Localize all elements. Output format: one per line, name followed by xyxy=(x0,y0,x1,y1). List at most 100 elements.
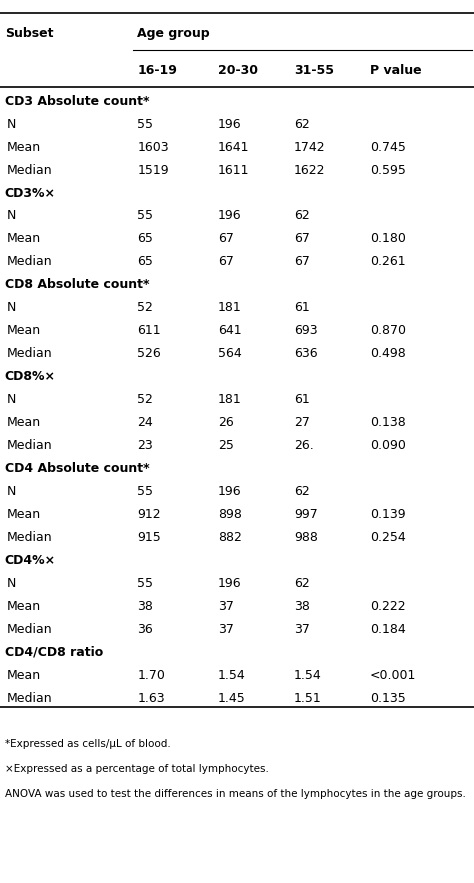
Text: 61: 61 xyxy=(294,301,310,314)
Text: CD3 Absolute count*: CD3 Absolute count* xyxy=(5,94,149,108)
Text: 62: 62 xyxy=(294,577,310,590)
Text: 0.261: 0.261 xyxy=(370,255,405,268)
Text: Mean: Mean xyxy=(7,324,41,337)
Text: 55: 55 xyxy=(137,209,154,223)
Text: 16-19: 16-19 xyxy=(137,64,177,77)
Text: 0.135: 0.135 xyxy=(370,691,405,705)
Text: 38: 38 xyxy=(137,600,153,613)
Text: 52: 52 xyxy=(137,393,153,406)
Text: 26: 26 xyxy=(218,416,234,429)
Text: Age group: Age group xyxy=(137,27,210,40)
Text: 196: 196 xyxy=(218,485,242,498)
Text: 693: 693 xyxy=(294,324,318,337)
Text: 636: 636 xyxy=(294,347,318,360)
Text: 1.51: 1.51 xyxy=(294,691,322,705)
Text: 0.222: 0.222 xyxy=(370,600,405,613)
Text: Median: Median xyxy=(7,531,53,544)
Text: Median: Median xyxy=(7,623,53,636)
Text: 997: 997 xyxy=(294,508,318,521)
Text: CD4 Absolute count*: CD4 Absolute count* xyxy=(5,462,149,475)
Text: CD8 Absolute count*: CD8 Absolute count* xyxy=(5,278,149,291)
Text: 55: 55 xyxy=(137,485,154,498)
Text: 1.63: 1.63 xyxy=(137,691,165,705)
Text: 1.70: 1.70 xyxy=(137,668,165,682)
Text: 898: 898 xyxy=(218,508,242,521)
Text: 564: 564 xyxy=(218,347,242,360)
Text: Mean: Mean xyxy=(7,668,41,682)
Text: 24: 24 xyxy=(137,416,153,429)
Text: 37: 37 xyxy=(294,623,310,636)
Text: 67: 67 xyxy=(218,255,234,268)
Text: 181: 181 xyxy=(218,393,242,406)
Text: CD3%×: CD3%× xyxy=(5,186,56,200)
Text: *Expressed as cells/μL of blood.: *Expressed as cells/μL of blood. xyxy=(5,739,171,749)
Text: 196: 196 xyxy=(218,577,242,590)
Text: CD4%×: CD4%× xyxy=(5,554,56,567)
Text: 25: 25 xyxy=(218,439,234,452)
Text: 38: 38 xyxy=(294,600,310,613)
Text: 1519: 1519 xyxy=(137,163,169,177)
Text: P value: P value xyxy=(370,64,421,77)
Text: 62: 62 xyxy=(294,485,310,498)
Text: Median: Median xyxy=(7,163,53,177)
Text: 912: 912 xyxy=(137,508,161,521)
Text: 67: 67 xyxy=(294,255,310,268)
Text: <0.001: <0.001 xyxy=(370,668,416,682)
Text: ANOVA was used to test the differences in means of the lymphocytes in the age gr: ANOVA was used to test the differences i… xyxy=(5,789,465,798)
Text: 27: 27 xyxy=(294,416,310,429)
Text: 0.139: 0.139 xyxy=(370,508,405,521)
Text: ×Expressed as a percentage of total lymphocytes.: ×Expressed as a percentage of total lymp… xyxy=(5,764,269,774)
Text: CD4/CD8 ratio: CD4/CD8 ratio xyxy=(5,645,103,659)
Text: Median: Median xyxy=(7,255,53,268)
Text: 526: 526 xyxy=(137,347,161,360)
Text: 55: 55 xyxy=(137,117,154,131)
Text: Mean: Mean xyxy=(7,600,41,613)
Text: N: N xyxy=(7,577,17,590)
Text: Subset: Subset xyxy=(5,27,53,40)
Text: 0.595: 0.595 xyxy=(370,163,406,177)
Text: N: N xyxy=(7,117,17,131)
Text: 0.498: 0.498 xyxy=(370,347,405,360)
Text: 0.180: 0.180 xyxy=(370,232,406,245)
Text: N: N xyxy=(7,301,17,314)
Text: 0.184: 0.184 xyxy=(370,623,405,636)
Text: 1.45: 1.45 xyxy=(218,691,246,705)
Text: 26.: 26. xyxy=(294,439,314,452)
Text: Median: Median xyxy=(7,439,53,452)
Text: 52: 52 xyxy=(137,301,153,314)
Text: 67: 67 xyxy=(294,232,310,245)
Text: Mean: Mean xyxy=(7,140,41,154)
Text: 196: 196 xyxy=(218,117,242,131)
Text: 0.745: 0.745 xyxy=(370,140,406,154)
Text: 65: 65 xyxy=(137,255,153,268)
Text: 196: 196 xyxy=(218,209,242,223)
Text: 915: 915 xyxy=(137,531,161,544)
Text: 641: 641 xyxy=(218,324,242,337)
Text: 1641: 1641 xyxy=(218,140,249,154)
Text: 31-55: 31-55 xyxy=(294,64,334,77)
Text: Median: Median xyxy=(7,347,53,360)
Text: 65: 65 xyxy=(137,232,153,245)
Text: 1603: 1603 xyxy=(137,140,169,154)
Text: 1622: 1622 xyxy=(294,163,325,177)
Text: 1742: 1742 xyxy=(294,140,326,154)
Text: Mean: Mean xyxy=(7,416,41,429)
Text: 62: 62 xyxy=(294,117,310,131)
Text: 1.54: 1.54 xyxy=(218,668,246,682)
Text: 61: 61 xyxy=(294,393,310,406)
Text: 0.138: 0.138 xyxy=(370,416,405,429)
Text: 23: 23 xyxy=(137,439,153,452)
Text: 62: 62 xyxy=(294,209,310,223)
Text: 1.54: 1.54 xyxy=(294,668,322,682)
Text: Median: Median xyxy=(7,691,53,705)
Text: 0.870: 0.870 xyxy=(370,324,406,337)
Text: 55: 55 xyxy=(137,577,154,590)
Text: 0.090: 0.090 xyxy=(370,439,406,452)
Text: N: N xyxy=(7,485,17,498)
Text: N: N xyxy=(7,209,17,223)
Text: 882: 882 xyxy=(218,531,242,544)
Text: 1611: 1611 xyxy=(218,163,249,177)
Text: 0.254: 0.254 xyxy=(370,531,405,544)
Text: 37: 37 xyxy=(218,600,234,613)
Text: Mean: Mean xyxy=(7,508,41,521)
